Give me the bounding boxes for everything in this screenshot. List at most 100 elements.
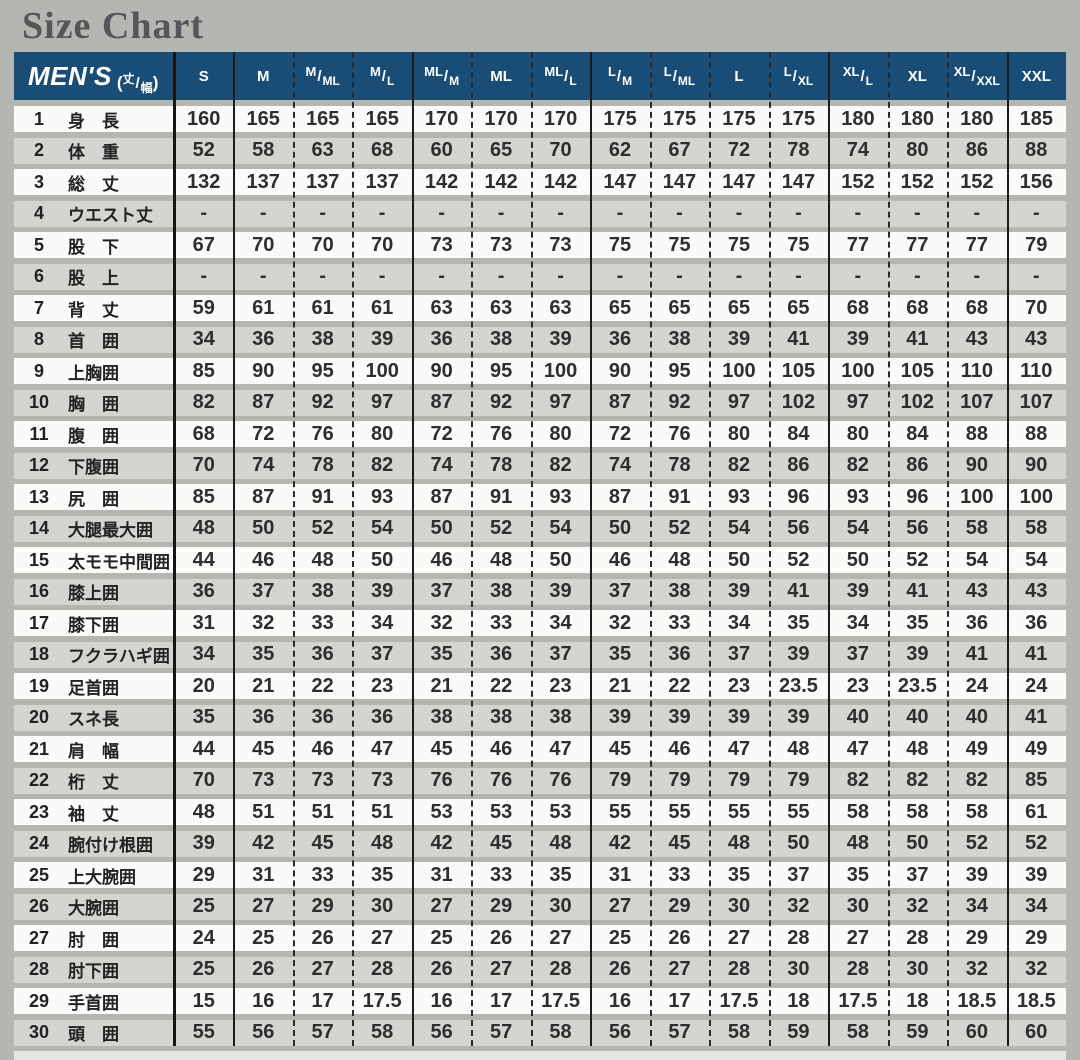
size-value-cell: 63 — [549, 296, 572, 319]
size-value-cell: 45 — [608, 737, 632, 760]
size-value-cell: 43 — [1025, 580, 1048, 602]
size-value-cell: 87 — [252, 391, 275, 413]
size-value-cell: 61 — [1025, 800, 1048, 823]
size-value-cell: 92 — [311, 391, 334, 413]
size-value-cell: - — [319, 202, 326, 224]
table-row: 17 膝下囲 31 32 33 34 32 33 34 32 33 34 35 34 35 36 36 — [14, 610, 1066, 636]
size-value-cell: 34 — [549, 611, 572, 634]
size-value-cell: 34 — [727, 611, 751, 634]
row-label-cell: 2 体 重 — [14, 138, 174, 163]
size-value-cell: 27 — [608, 895, 632, 917]
table-row: 5 股 下 67 70 70 70 73 73 73 75 75 75 75 77 77 77 79 — [14, 232, 1066, 258]
slash-glyph: / — [135, 75, 140, 92]
size-value-cell: 41 — [787, 328, 810, 350]
table-row: 2 体 重 52 58 63 68 60 65 70 62 67 72 78 74 80 86 88 — [14, 137, 1066, 164]
size-value-cell: 29 — [192, 863, 215, 886]
size-value-cell: 54 — [965, 548, 988, 571]
table-row: 6 股 上 - - - - - - - - - - - - - - - — [14, 263, 1066, 290]
size-value-cell: 51 — [371, 800, 394, 823]
size-value-cell: 75 — [727, 233, 751, 256]
size-value-cell: 75 — [608, 233, 632, 256]
size-value-cell: 82 — [371, 454, 394, 476]
size-value-cell: 38 — [668, 328, 691, 350]
size-value-cell: 28 — [906, 926, 929, 949]
size-value-cell: 35 — [608, 643, 632, 665]
table-row: 29 手首囲 15 16 17 17.5 16 17 17.5 16 17 17.5 18 17.5 18 1… — [14, 988, 1066, 1014]
size-value-cell: 26 — [668, 926, 691, 949]
size-value-cell: 100 — [365, 359, 399, 382]
size-value-cell: 77 — [906, 233, 929, 256]
size-value-cell: 39 — [787, 643, 810, 665]
row-label-cell: 25 上大腕囲 — [14, 863, 174, 888]
row-number: 23 — [28, 801, 50, 822]
row-label: 肘下囲 — [68, 962, 119, 981]
size-value-cell: 80 — [846, 422, 870, 445]
size-value-cell: 96 — [906, 485, 929, 508]
size-value-cell: 76 — [668, 422, 691, 445]
size-value-cell: 65 — [727, 296, 751, 319]
row-label-cell: 5 股 下 — [14, 233, 174, 258]
size-value-cell: 76 — [430, 769, 453, 791]
table-row: 24 腕付け根囲 39 42 45 48 42 45 48 42 45 48 50 48 50 52 52 — [14, 830, 1066, 857]
size-value-cell: 63 — [430, 296, 453, 319]
size-value-cell: 41 — [906, 580, 929, 602]
size-value-cell: 55 — [727, 800, 751, 823]
size-value-cell: 39 — [965, 863, 988, 886]
size-value-cell: 33 — [311, 863, 334, 886]
size-value-cell: 42 — [430, 832, 453, 854]
row-number: 14 — [28, 518, 50, 538]
size-value-cell: 180 — [960, 107, 994, 130]
size-value-cell: 76 — [549, 769, 572, 791]
size-value-cell: 90 — [252, 359, 275, 382]
size-value-cell: 85 — [192, 359, 215, 382]
size-value-cell: 36 — [965, 611, 988, 634]
size-value-cell: 15 — [192, 989, 215, 1012]
size-value-cell: 38 — [489, 706, 513, 728]
size-value-cell: 28 — [727, 958, 751, 980]
header-mens-cell: MEN'S (丈/幅) — [14, 52, 174, 100]
size-value-cell: - — [497, 265, 505, 287]
size-value-cell: - — [735, 265, 743, 287]
size-column-header: ML — [490, 67, 512, 85]
size-value-cell: 50 — [727, 548, 751, 571]
size-value-cell: 72 — [727, 139, 751, 161]
size-value-cell: 26 — [608, 958, 632, 980]
row-number: 13 — [28, 486, 50, 507]
size-value-cell: 82 — [192, 391, 215, 413]
table-row: 8 首 囲 34 36 38 39 36 38 39 36 38 39 41 39 41 43 43 — [14, 326, 1066, 353]
size-value-cell: - — [973, 265, 981, 287]
size-value-cell: 34 — [371, 611, 394, 634]
size-value-cell: 56 — [608, 1021, 632, 1043]
table-row: 21 肩 幅 44 45 46 47 45 46 47 45 46 47 48 47 48 49 49 — [14, 736, 1066, 762]
size-value-cell: 47 — [371, 737, 394, 760]
size-value-cell: 42 — [608, 832, 632, 854]
size-value-cell: 44 — [192, 737, 215, 760]
size-value-cell: 16 — [608, 989, 632, 1012]
table-row: 3 総 丈 132 137 137 137 142 142 142 147 147 147 147 152… — [14, 169, 1066, 195]
size-value-cell: 65 — [668, 296, 691, 319]
size-value-cell: 28 — [846, 958, 870, 980]
row-label-cell: 15 太モモ中間囲 — [14, 548, 174, 573]
size-value-cell: - — [438, 265, 445, 287]
size-value-cell: 40 — [846, 706, 870, 728]
row-label: 頭 囲 — [68, 1025, 119, 1044]
size-value-cell: 68 — [371, 139, 394, 161]
size-value-cell: 56 — [787, 517, 810, 539]
row-label: 上胸囲 — [68, 363, 119, 383]
size-value-cell: 21 — [252, 674, 275, 697]
row-label: 腹 囲 — [68, 426, 119, 446]
size-value-cell: 38 — [311, 328, 334, 350]
size-value-cell: 18 — [906, 989, 929, 1012]
size-value-cell: 110 — [1020, 359, 1053, 382]
size-value-cell: 48 — [192, 800, 215, 823]
size-value-cell: 37 — [906, 863, 929, 886]
size-value-cell: 36 — [489, 643, 513, 665]
size-value-cell: 68 — [906, 296, 929, 319]
size-value-cell: 25 — [430, 926, 453, 949]
size-value-cell: 73 — [311, 769, 334, 791]
size-value-cell: 39 — [192, 832, 215, 854]
size-value-cell: 24 — [965, 674, 988, 697]
size-value-cell: - — [914, 265, 921, 287]
size-value-cell: 76 — [489, 422, 513, 445]
size-column-header: L — [734, 67, 744, 85]
